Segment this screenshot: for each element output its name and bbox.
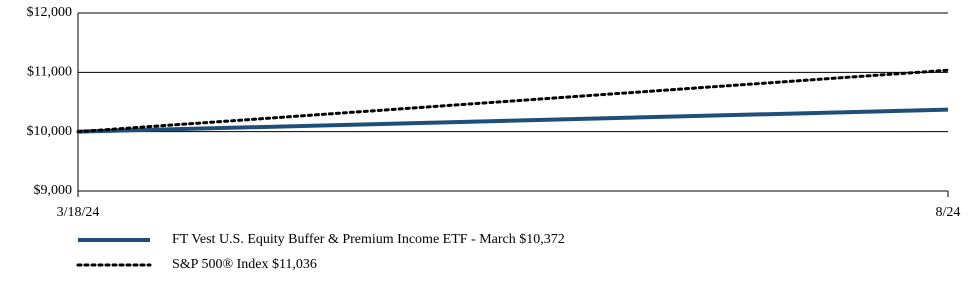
legend-label: S&P 500® Index $11,036 — [172, 257, 317, 272]
legend-label: FT Vest U.S. Equity Buffer & Premium Inc… — [172, 232, 565, 247]
series-line — [76, 68, 950, 134]
y-tick-label: $12,000 — [27, 5, 73, 20]
x-tick-label: 3/18/24 — [57, 205, 100, 220]
y-tick-label: $10,000 — [27, 124, 73, 139]
series-line — [77, 107, 949, 134]
y-tick-label: $11,000 — [27, 65, 72, 80]
x-tick-label: 8/24 — [936, 205, 961, 220]
y-tick-label: $9,000 — [34, 183, 73, 198]
